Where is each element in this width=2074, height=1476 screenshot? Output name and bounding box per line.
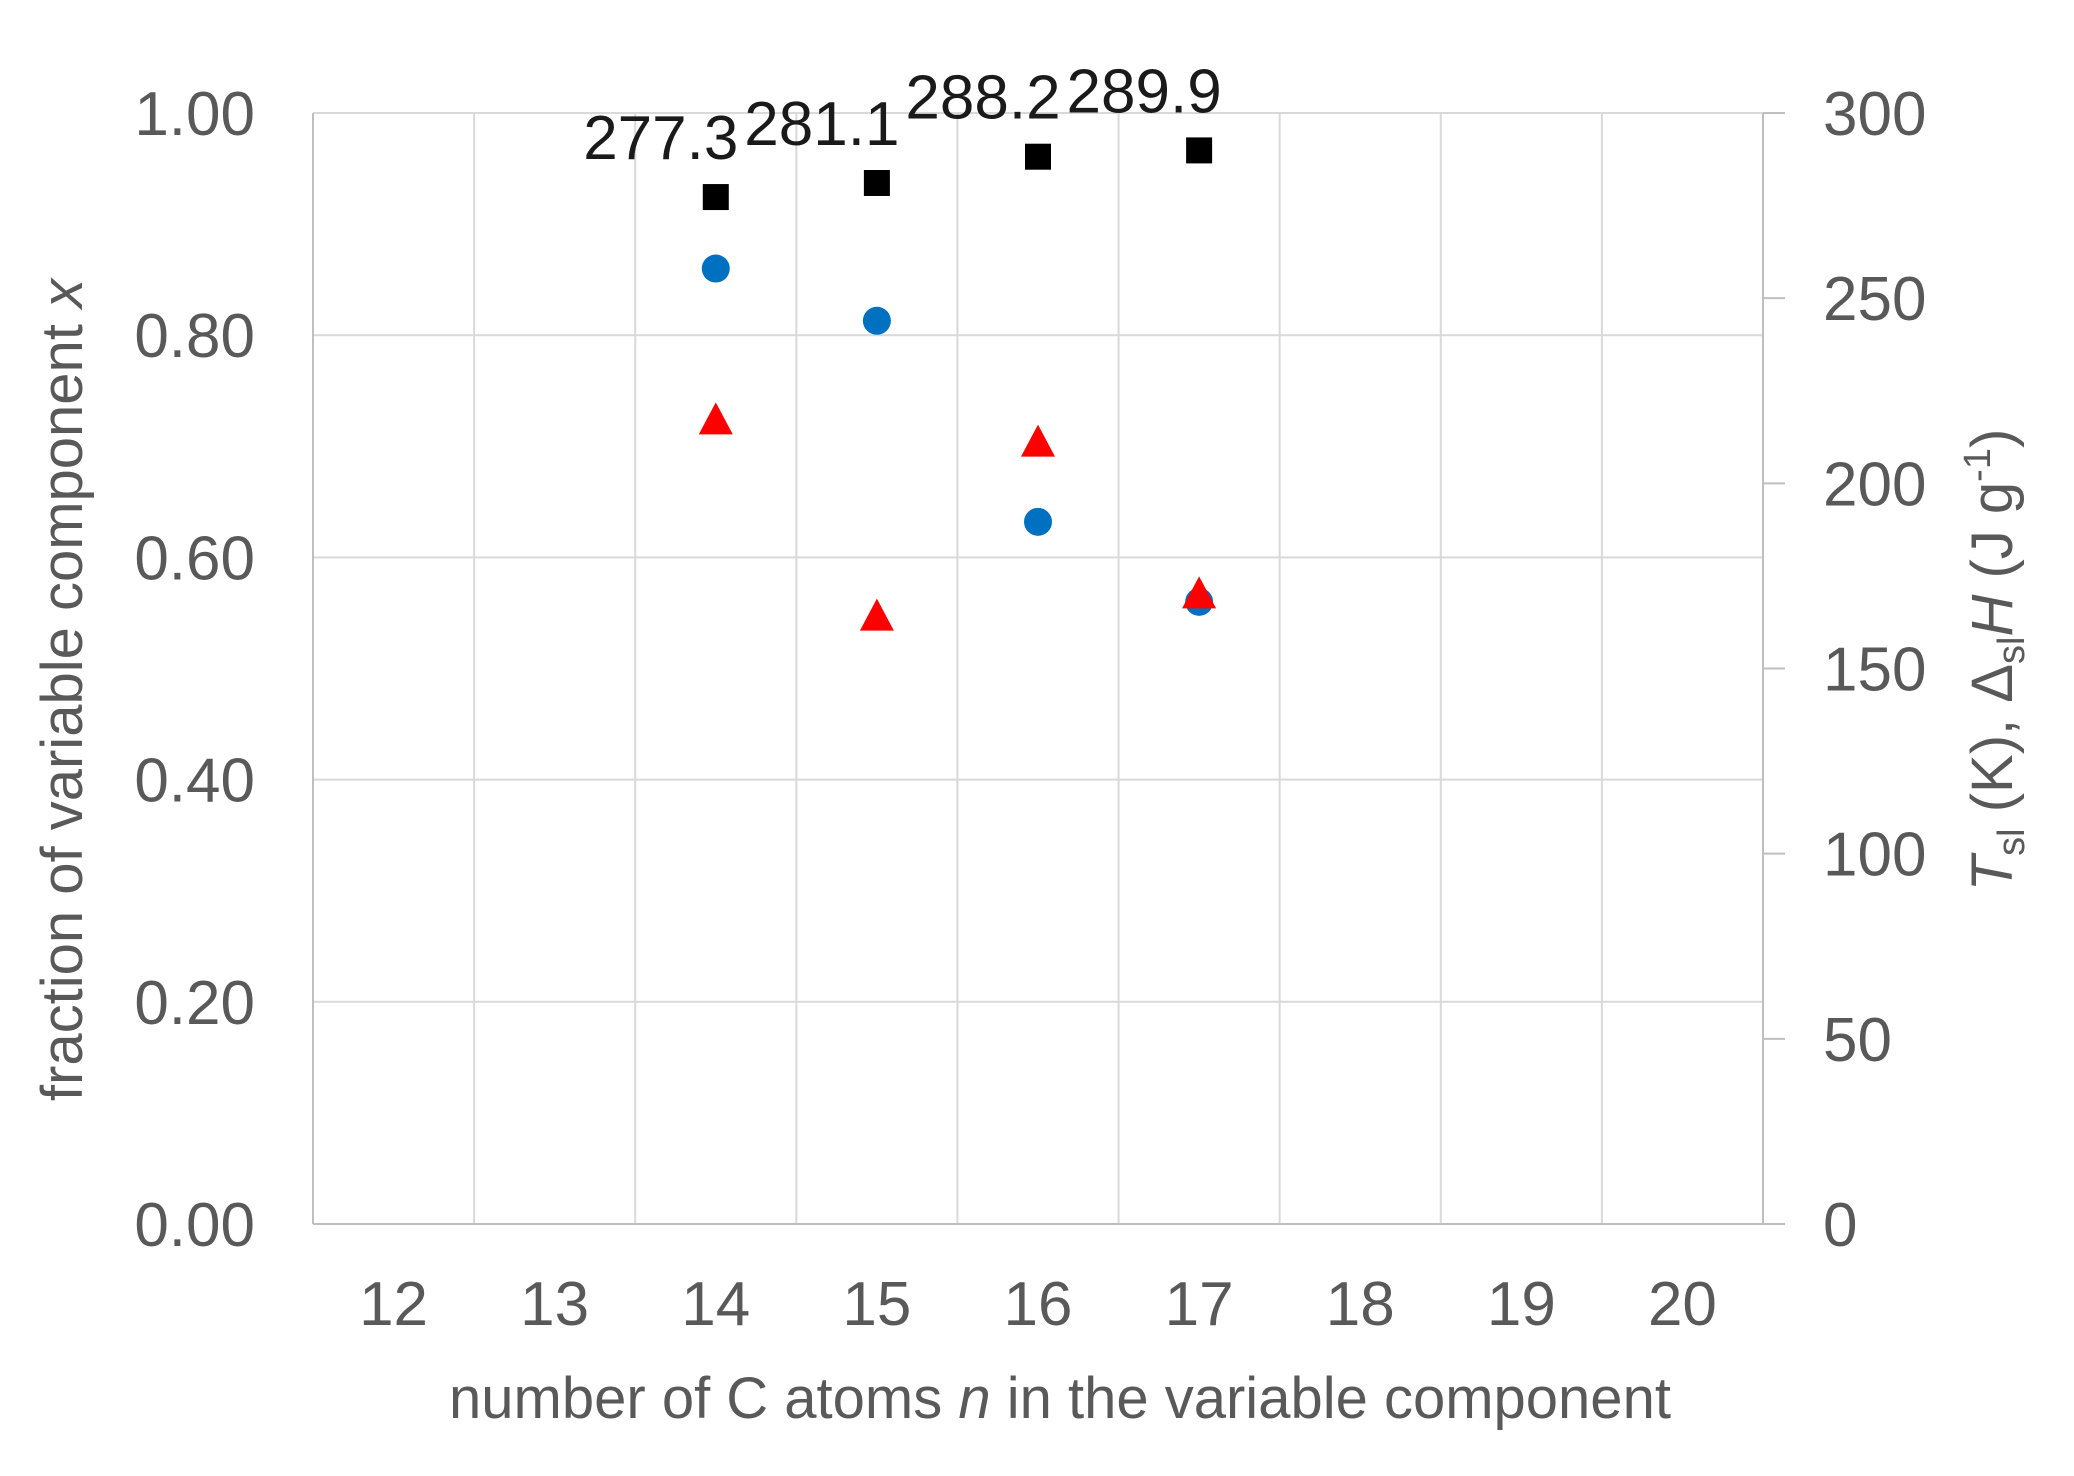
x-axis-title: number of C atoms n in the variable comp… [449,1366,1671,1431]
data-labels: 277.3 281.1 288.2 289.9 [583,57,1221,173]
right-y-axis-title-close: ) [1960,429,2025,448]
grid [313,112,1763,1224]
circle-marker [701,254,730,283]
left-y-axis-title-pre: fraction of variable component [30,308,95,1101]
left-y-tick-label: 0.20 [134,969,255,1038]
right-y-tick-label: 50 [1823,1006,1892,1075]
left-y-tick-label: 0.80 [134,302,255,371]
x-tick-label: 15 [842,1270,911,1339]
right-y-tick-label: 150 [1823,636,1926,705]
x-axis-title-var: n [958,1366,990,1431]
square-marker [1025,143,1051,170]
left-y-tick-label: 0.40 [134,747,255,816]
square-marker [863,169,890,196]
left-y-axis-title: fraction of variable component x [30,277,95,1101]
left-y-tick-label: 0.60 [134,524,255,593]
x-axis-title-pre: number of C atoms [449,1366,958,1431]
x-axis-title-post: in the variable component [991,1366,1671,1431]
right-y-axis-title-mid: (K), [1960,703,2025,829]
data-label: 288.2 [905,64,1060,133]
right-y-axis-title: Tsl (K), ΔslH (J g-1) [1957,429,2033,892]
tick-labels: 0.00 0.20 0.40 0.60 0.80 1.00 0 50 100 150 200 250 3… [134,80,1926,1339]
square-marker [1186,137,1213,164]
x-tick-label: 14 [681,1270,750,1339]
data-label: 281.1 [744,90,899,159]
right-y-tick-label: 300 [1823,80,1926,149]
circle-marker [1024,507,1052,536]
right-y-tick-label: 0 [1823,1191,1857,1260]
right-y-tick-label: 200 [1823,450,1926,519]
x-tick-label: 18 [1326,1270,1395,1339]
right-y-tick-label: 250 [1823,265,1926,334]
square-marker [702,184,729,211]
x-tick-label: 19 [1487,1270,1556,1339]
x-tick-label: 20 [1648,1270,1717,1339]
left-y-tick-label: 0.00 [134,1191,255,1260]
x-tick-label: 16 [1004,1270,1073,1339]
data-label: 289.9 [1067,57,1222,126]
triangle-marker [859,598,894,631]
data-label: 277.3 [583,104,738,173]
axes [312,112,1785,1225]
x-tick-label: 17 [1165,1270,1234,1339]
left-y-axis-title-var: x [30,277,95,311]
right-y-axis-title-exp: -1 [1957,448,1999,482]
left-y-tick-label: 1.00 [134,80,255,149]
triangle-marker [1021,424,1055,457]
right-y-axis-title-sl2: sl [1991,637,2033,664]
right-y-axis-title-delta: Δ [1960,664,2025,703]
right-y-axis-title-sl: sl [1991,828,2033,855]
triangle-marker [1182,576,1217,609]
x-tick-label: 13 [520,1270,589,1339]
right-y-tick-label: 100 [1823,821,1926,890]
right-y-axis-title-t: T [1960,852,2025,891]
right-y-axis-title-h: H [1960,595,2025,637]
circle-marker [862,306,891,335]
triangle-marker [698,402,733,435]
x-tick-label: 12 [359,1270,428,1339]
data-marks [698,137,1217,631]
right-y-axis-title-tail: (J g [1960,482,2025,595]
